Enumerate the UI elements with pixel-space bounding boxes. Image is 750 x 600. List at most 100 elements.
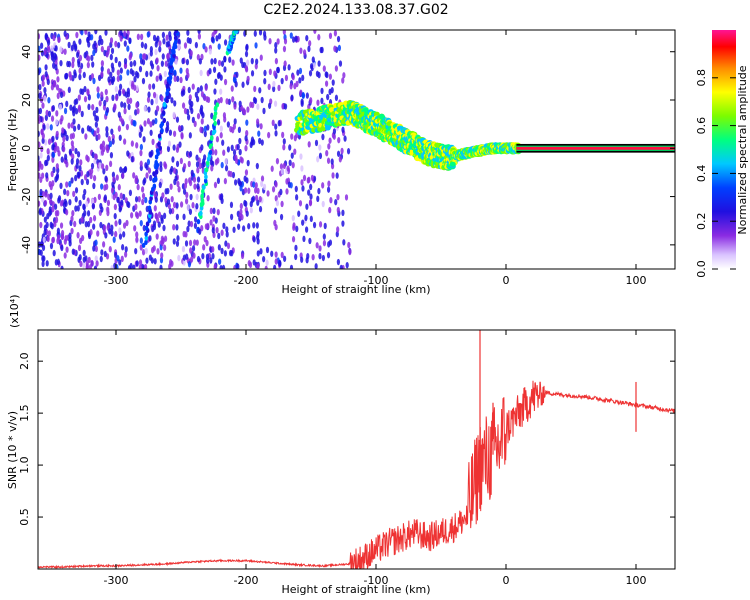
noise-speckle (114, 40, 118, 48)
noise-speckle (133, 75, 137, 83)
noise-speckle (311, 253, 315, 261)
signal-mark (174, 30, 179, 34)
noise-speckle (54, 64, 58, 71)
noise-speckle (268, 38, 272, 45)
noise-speckle (289, 83, 293, 90)
noise-speckle (258, 87, 262, 94)
noise-speckle (72, 118, 76, 125)
snr-panel: -300 -200 -100 0 100 0.5 1.0 1.5 2.0 Height of s… (6, 295, 676, 596)
noise-speckle (49, 242, 54, 250)
noise-speckle (267, 131, 271, 139)
noise-speckle (252, 181, 256, 188)
signal-mark (173, 35, 178, 41)
noise-speckle (82, 249, 86, 257)
noise-speckle (70, 177, 74, 184)
noise-speckle (70, 227, 74, 235)
noise-speckle (230, 85, 234, 92)
signal-mark (165, 90, 169, 97)
noise-speckle (106, 206, 110, 214)
noise-speckle (274, 123, 278, 130)
noise-speckle (51, 205, 55, 213)
noise-speckle (101, 163, 105, 170)
noise-speckle (214, 158, 218, 166)
noise-speckle (223, 250, 227, 257)
signal-mark (168, 75, 173, 81)
noise-speckle (263, 78, 267, 85)
noise-speckle (107, 135, 111, 143)
noise-speckle (152, 91, 157, 99)
noise-speckle (57, 36, 61, 43)
noise-speckle (182, 89, 186, 96)
noise-speckle (128, 37, 132, 44)
noise-speckle (276, 66, 280, 74)
noise-speckle (342, 72, 346, 79)
noise-speckle (342, 239, 346, 246)
noise-speckle (121, 244, 125, 251)
noise-speckle (157, 221, 161, 228)
noise-speckle (202, 244, 206, 251)
noise-speckle (238, 179, 242, 187)
noise-speckle (77, 123, 81, 131)
noise-speckle (46, 148, 50, 155)
noise-speckle (152, 245, 156, 252)
noise-speckle (78, 54, 83, 62)
noise-speckle (314, 139, 319, 147)
noise-speckle (41, 132, 45, 140)
noise-speckle (328, 137, 332, 144)
noise-speckle (222, 222, 226, 230)
noise-speckle (273, 100, 278, 107)
noise-speckle (92, 77, 96, 85)
noise-speckle (160, 60, 164, 67)
noise-speckle (336, 226, 340, 233)
noise-speckle (213, 181, 218, 189)
noise-speckle (331, 79, 335, 86)
noise-speckle (200, 144, 204, 151)
noise-speckle (253, 85, 257, 93)
x-tick-label: -100 (364, 274, 389, 287)
noise-speckle (328, 73, 332, 80)
noise-speckle (51, 104, 55, 112)
noise-speckle (55, 110, 59, 117)
noise-speckle (170, 165, 174, 173)
noise-speckle (195, 193, 199, 201)
noise-speckle (54, 216, 59, 224)
noise-speckle (256, 103, 260, 110)
noise-speckle (219, 88, 223, 95)
noise-speckle (249, 141, 253, 149)
colorbar-label: Normalized spectral amplitude (736, 65, 749, 234)
noise-speckle (97, 133, 101, 140)
noise-speckle (192, 252, 196, 259)
noise-speckle (82, 203, 86, 210)
noise-speckle (298, 67, 303, 75)
noise-speckle (67, 86, 71, 94)
noise-speckle (336, 150, 341, 157)
noise-speckle (344, 194, 349, 201)
noise-speckle (300, 179, 304, 186)
noise-speckle (299, 89, 303, 96)
noise-speckle (44, 64, 48, 71)
noise-speckle (201, 112, 205, 119)
signal-mark (147, 217, 152, 223)
noise-speckle (292, 222, 296, 229)
noise-speckle (41, 172, 45, 179)
noise-speckle (139, 143, 143, 151)
noise-speckle (71, 56, 75, 64)
x-tick-label: -200 (234, 574, 259, 587)
noise-speckle (346, 148, 351, 155)
noise-speckle (52, 249, 56, 257)
noise-speckle (163, 212, 167, 220)
noise-speckle (240, 157, 244, 164)
noise-speckle (229, 170, 233, 178)
noise-speckle (138, 259, 143, 266)
noise-speckle (280, 168, 285, 175)
noise-speckle (154, 48, 158, 56)
noise-speckle (188, 177, 192, 184)
noise-speckle (288, 144, 292, 151)
snr-xlabel: Height of straight line (km) (281, 583, 430, 596)
noise-speckle (111, 138, 115, 145)
noise-speckle (159, 256, 164, 264)
noise-speckle (334, 198, 338, 206)
x-tick-label: 0 (503, 274, 510, 287)
noise-speckle (315, 242, 319, 249)
noise-speckle (149, 46, 153, 53)
